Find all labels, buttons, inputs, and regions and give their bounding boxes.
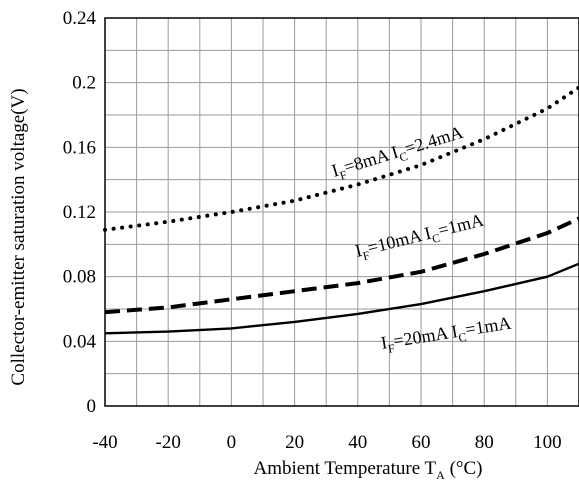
x-tick-label: 80 (475, 432, 494, 453)
x-tick-label: 100 (533, 432, 562, 453)
series-line-dashed (104, 216, 579, 315)
series-annotation-part: I (329, 160, 341, 181)
y-tick-label: 0.08 (63, 267, 96, 288)
y-tick-label: 0.2 (72, 73, 96, 94)
series-annotation-part: F (338, 167, 349, 182)
x-axis-label: Ambient Temperature TA (°C) (254, 458, 483, 481)
x-axis-label-sub: A (436, 468, 445, 481)
series-annotation-part: =20mA I (392, 321, 459, 351)
y-tick-label: 0 (87, 396, 97, 417)
y-axis-label: Collector-emitter saturation voltage(V) (8, 88, 29, 385)
series-annotation-part: =10mA I (365, 223, 433, 258)
series-annotation-part: =2.4mA (402, 122, 465, 159)
x-axis-label-main: Ambient Temperature T (254, 458, 437, 479)
series-line-solid (104, 262, 579, 335)
series-annotation-part: C (431, 231, 442, 247)
x-tick-label: 0 (227, 432, 237, 453)
plot-frame (104, 17, 579, 407)
y-tick-label: 0.12 (63, 202, 96, 223)
series-annotation: IF=10mA IC=1mA (353, 210, 486, 265)
y-tick-label: 0.16 (63, 137, 96, 158)
series-line-dotted (103, 85, 579, 232)
x-tick-label: 40 (348, 432, 367, 453)
series-annotation-part: C (457, 330, 467, 345)
series-annotation-part: F (361, 248, 371, 263)
series-annotation-part: F (387, 341, 396, 356)
x-tick-label: 20 (285, 432, 304, 453)
x-tick-label: -40 (92, 432, 117, 453)
series-annotation: IF=20mA IC=1mA (379, 313, 513, 357)
series-annotation-part: I (353, 240, 364, 261)
series-annotation-part: C (398, 149, 410, 165)
y-tick-label: 0.24 (63, 8, 97, 29)
grid (104, 17, 579, 407)
series-annotation-part: =1mA (436, 210, 486, 241)
series-layer (103, 85, 579, 335)
y-tick-label: 0.04 (63, 331, 97, 352)
series-annotation: IF=8mA IC=2.4mA (329, 122, 466, 185)
series-annotation-part: I (379, 332, 388, 353)
x-axis-label-suffix: (°C) (445, 458, 483, 479)
series-annotation-part: =1mA (464, 313, 513, 340)
x-tick-label: 60 (412, 432, 431, 453)
tick-labels: -40 -20 0 20 40 60 80 100 0 0.04 0.08 0.12 0.16 0.2 0.… (63, 8, 562, 453)
x-tick-label: -20 (156, 432, 181, 453)
